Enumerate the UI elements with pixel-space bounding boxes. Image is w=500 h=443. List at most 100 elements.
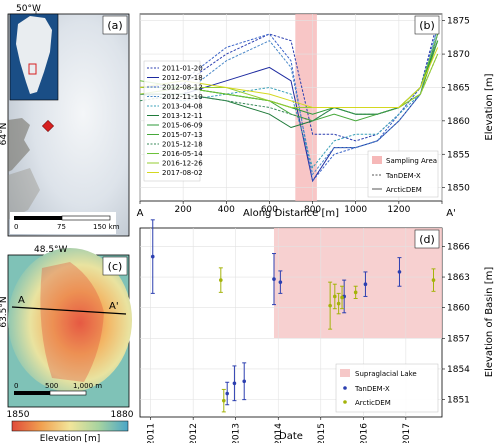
legend-sampling-label: Sampling Area	[386, 157, 437, 165]
panel-c-letter-box	[102, 256, 128, 276]
point-ArcticDEM	[340, 295, 344, 300]
panel-d-letter-box	[414, 229, 440, 249]
cross-section-line	[11, 306, 127, 315]
map-a-lat-label: 64°N	[0, 123, 9, 146]
map-c-lat-label: 63.5°N	[0, 296, 9, 327]
colorbar-max: 1880	[111, 410, 134, 420]
legend-d-arctic-label: ArcticDEM	[355, 399, 391, 407]
point-ArcticDEM	[221, 398, 226, 403]
panel-b-date-legend-box	[143, 60, 201, 182]
panel-b-xlabel: Along Distance [m]	[243, 208, 339, 219]
panel-d-xtick-label: 2017	[402, 423, 412, 443]
panel-b-xtick-label: 600	[261, 205, 278, 215]
legend-label-2017-08-02: 2017-08-02	[162, 169, 203, 177]
point-TanDEM-X	[397, 270, 402, 274]
legend-tandem-marker	[343, 386, 347, 390]
legend-arctic-label: ArcticDEM	[386, 186, 422, 194]
point-ArcticDEM	[431, 278, 436, 282]
panel-d-xtick-label: 2013	[232, 423, 242, 443]
panel-d-letter: (d)	[419, 233, 435, 246]
panel-d-ytick-label: 1863	[447, 273, 470, 283]
point-TanDEM-X	[232, 381, 237, 386]
legend-label-2013-12-11: 2013-12-11	[162, 112, 203, 120]
legend-sampling-swatch	[372, 156, 382, 164]
panel-b-xtick-label: 800	[304, 205, 321, 215]
panel-d-xtick-label: 2014	[274, 423, 284, 443]
panel-d-ytick-label: 1854	[447, 365, 470, 375]
scale-a-0: 0	[14, 223, 18, 231]
legend-label-2015-07-13: 2015-07-13	[162, 131, 203, 139]
panel-b-ytick-label: 1870	[447, 50, 470, 60]
scale-a-seg2	[61, 215, 111, 221]
point-TanDEM-X	[150, 254, 155, 259]
panel-b-ytick-label: 1850	[447, 184, 470, 194]
panel-b-yticks: 1850 1855 1860 1865 1870 1875	[442, 17, 470, 194]
panel-d-xtick-label: 2012	[189, 423, 199, 443]
legend-label-2012-07-18: 2012-07-18	[162, 74, 203, 82]
scale-c-500: 500	[45, 382, 58, 390]
panel-d-xlabel: Date	[279, 431, 303, 442]
legend-label-2016-12-26: 2016-12-26	[162, 160, 203, 168]
panel-d-xtick-label: 2015	[317, 423, 327, 443]
panel-a: 50°W 64°N (a) 0 75 150 km	[0, 4, 130, 237]
legend-tandem-label: TanDEM-X	[385, 172, 421, 180]
profile-line-2012-08-12	[139, 27, 439, 183]
map-a-rock-2	[8, 168, 40, 220]
panel-a-letter-box	[102, 15, 128, 35]
legend-lake-label: Supraglacial Lake	[355, 370, 417, 378]
scale-c-1000: 1,000 m	[73, 382, 102, 390]
scale-a-75: 75	[57, 223, 66, 231]
panel-d-legend	[335, 363, 439, 413]
profile-line-2011-01-20	[139, 20, 439, 142]
legend-label-2016-05-14: 2016-05-14	[162, 150, 203, 158]
panel-d-ytick-label: 1851	[447, 396, 470, 406]
profile-line-2012-11-10	[140, 33, 439, 176]
panel-b-ytick-label: 1860	[447, 117, 470, 127]
point-TanDEM-X	[242, 379, 247, 384]
dem-basin-core	[40, 262, 104, 382]
point-ArcticDEM	[353, 290, 358, 295]
panel-d-ytick-label: 1860	[447, 304, 470, 314]
panel-d: 2011 2012 2013 2014 2015 2016 2017 18511854185…	[139, 219, 495, 443]
panel-a-letter: (a)	[107, 19, 122, 32]
panel-d-ytick-label: 1857	[447, 334, 470, 344]
map-a-lon-label: 50°W	[16, 4, 41, 14]
greenland-inset-box	[28, 63, 37, 75]
scale-a-150: 150 km	[93, 223, 120, 231]
scale-a-seg1	[14, 216, 62, 220]
colorbar-min: 1850	[7, 410, 30, 420]
section-end-label: A'	[109, 301, 119, 312]
point-TanDEM-X	[272, 277, 276, 281]
map-c-lon-label: 48.5°W	[34, 245, 68, 255]
panel-b-xtick-label: 1200	[387, 205, 410, 215]
panel-b-ytick-label: 1865	[447, 83, 470, 93]
panel-d-ylabel: Elevation of Basin [m]	[484, 267, 495, 378]
point-ArcticDEM	[333, 294, 337, 299]
point-ArcticDEM	[328, 303, 332, 308]
panel-b-ytick-label: 1875	[447, 17, 470, 27]
point-TanDEM-X	[363, 282, 368, 286]
panel-b: 200 400 600 800 1000 1200 1850 1855 1860 1865 187…	[137, 13, 495, 219]
panel-d-yticks: 1851 1854 1857 1860 1863 1866	[442, 242, 470, 406]
panel-b-ytick-label: 1855	[447, 150, 470, 160]
panel-d-xtick-label: 2016	[359, 423, 369, 443]
panel-b-xtick-label: 1000	[344, 205, 367, 215]
panel-b-ylabel: Elevation [m]	[484, 73, 495, 140]
greenland-shape	[16, 16, 52, 94]
point-TanDEM-X	[225, 391, 229, 396]
legend-d-tandem-label: TanDEM-X	[354, 385, 390, 393]
panel-d-xtick-label: 2011	[147, 423, 157, 443]
legend-arctic-marker	[343, 400, 347, 404]
panel-b-xtick-label: 400	[218, 205, 235, 215]
profile-line-2013-04-08	[139, 27, 439, 169]
panel-b-letter-box	[414, 15, 440, 35]
panel-b-xticks: 200 400 600 800 1000 1200	[139, 201, 443, 215]
study-site-marker	[41, 119, 55, 133]
map-a-rock	[8, 118, 30, 172]
scale-c-0: 0	[14, 382, 18, 390]
colorbar	[11, 420, 129, 432]
panel-d-ytick-label: 1866	[447, 242, 470, 252]
panel-b-series	[139, 20, 439, 183]
scale-c-seg2	[49, 390, 87, 396]
panel-c: A A' 48.5°W 63.5°N (c) 0 500 1,000 m 185…	[0, 245, 134, 443]
